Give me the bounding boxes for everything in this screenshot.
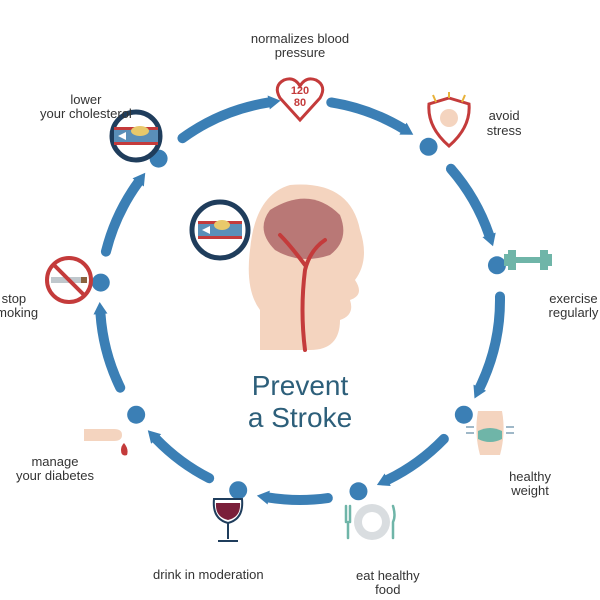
dumbbell-icon (498, 230, 558, 290)
ring-arc (182, 102, 268, 138)
title-line2: a Stroke (248, 402, 352, 433)
infographic-stage: Prevent a Stroke 120 80 normalizes blood… (0, 0, 600, 600)
brain-icon (264, 199, 344, 259)
ring-arc (388, 439, 444, 480)
node-label-bp: normalizes bloodpressure (240, 32, 360, 61)
node-label-diabetes: manageyour diabetes (0, 455, 115, 484)
node-label-weight: healthyweight (470, 470, 590, 499)
page-title: Prevent a Stroke (248, 370, 352, 434)
ring-arc (156, 439, 209, 478)
title-line1: Prevent (252, 370, 349, 401)
svg-text:80: 80 (294, 97, 306, 109)
plate-icon (338, 492, 398, 552)
wine-icon (198, 491, 258, 551)
node-label-stress: avoidstress (444, 109, 564, 138)
ring-arc (100, 314, 120, 388)
heart-bp-icon: 120 80 (270, 68, 330, 128)
node-label-drink: drink in moderation (148, 568, 268, 582)
ring-arc (480, 297, 500, 388)
ring-arrowhead (257, 491, 270, 505)
artery-inset-icon (192, 202, 248, 258)
waist-icon (460, 403, 520, 463)
ring-arc (451, 169, 489, 235)
head-brain-icon (192, 185, 364, 350)
node-label-food: eat healthyfood (328, 569, 448, 598)
ring-arc (269, 498, 328, 500)
node-label-chol: loweryour cholesterol (26, 93, 146, 122)
ring-arc (331, 102, 403, 128)
finger-blood-icon (80, 403, 140, 463)
ring-arc (106, 182, 138, 251)
node-label-exercise: exerciseregularly (513, 292, 600, 321)
svg-text:120: 120 (291, 85, 309, 97)
node-label-smoke: stopsmoking (0, 292, 74, 321)
